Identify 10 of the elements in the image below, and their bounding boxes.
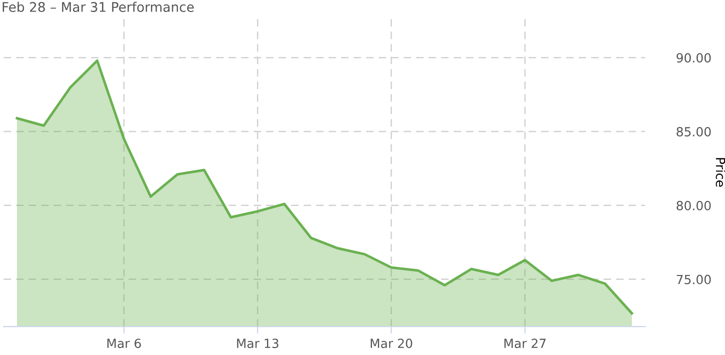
x-tick-label: Mar 20: [370, 338, 412, 348]
y-axis-title: Price: [716, 158, 725, 187]
x-tick-label: Mar 13: [237, 338, 278, 348]
y-tick-label: 80.00: [676, 200, 711, 210]
y-tick-label: 75.00: [676, 274, 711, 284]
y-tick-label: 85.00: [676, 127, 711, 136]
chart-title: Feb 28 – Mar 31 Performance: [2, 2, 194, 12]
x-tick-label: Mar 6: [107, 338, 141, 348]
x-tick-label: Mar 27: [504, 338, 546, 348]
y-tick-label: 90.00: [676, 53, 711, 63]
